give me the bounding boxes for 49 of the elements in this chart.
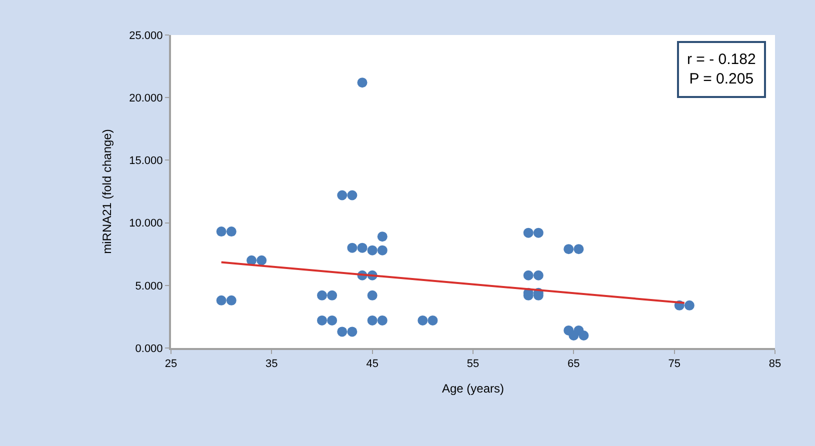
point [226, 295, 236, 306]
x-tick-label: 25 [164, 358, 178, 370]
point [256, 255, 267, 266]
point [564, 244, 574, 254]
point [357, 78, 368, 88]
point [377, 245, 388, 256]
point [578, 330, 589, 340]
y-axis-title: miRNA21 (fold change) [100, 129, 114, 254]
point [568, 330, 579, 340]
point [347, 326, 358, 337]
point [317, 290, 327, 300]
point [533, 228, 544, 238]
point [684, 300, 694, 310]
point [216, 295, 226, 306]
point [226, 226, 236, 237]
point [418, 315, 428, 326]
point [357, 242, 368, 253]
point [377, 232, 388, 242]
point [337, 326, 348, 337]
point [367, 245, 378, 256]
point [523, 270, 534, 280]
point [367, 315, 378, 326]
y-tick-label: 15.000 [129, 155, 163, 168]
point [337, 190, 348, 200]
y-tick-label: 10.000 [129, 218, 163, 230]
x-tick-label: 55 [466, 358, 480, 370]
point [523, 228, 534, 238]
y-tick-label: 25.000 [129, 30, 163, 42]
point [347, 242, 358, 253]
point [317, 315, 327, 326]
point [367, 290, 378, 300]
x-tick-label: 65 [568, 358, 580, 370]
point [216, 226, 226, 237]
x-tick-label: 35 [266, 358, 278, 370]
x-tick-label: 75 [668, 358, 680, 370]
point [533, 270, 544, 280]
y-tick-label: 20.000 [129, 92, 163, 104]
point [377, 315, 388, 326]
x-tick-label: 85 [768, 358, 782, 370]
x-axis-title: Age (years) [442, 382, 504, 396]
y-tick-label: 0.000 [135, 342, 163, 355]
point [574, 244, 584, 254]
y-tick-label: 5.000 [135, 280, 163, 292]
point [428, 315, 438, 326]
x-tick-label: 45 [366, 358, 378, 370]
point [327, 290, 338, 300]
point [347, 190, 358, 200]
annotation: r = - 0.182 P = 0.205 [687, 51, 756, 88]
point [327, 315, 338, 326]
